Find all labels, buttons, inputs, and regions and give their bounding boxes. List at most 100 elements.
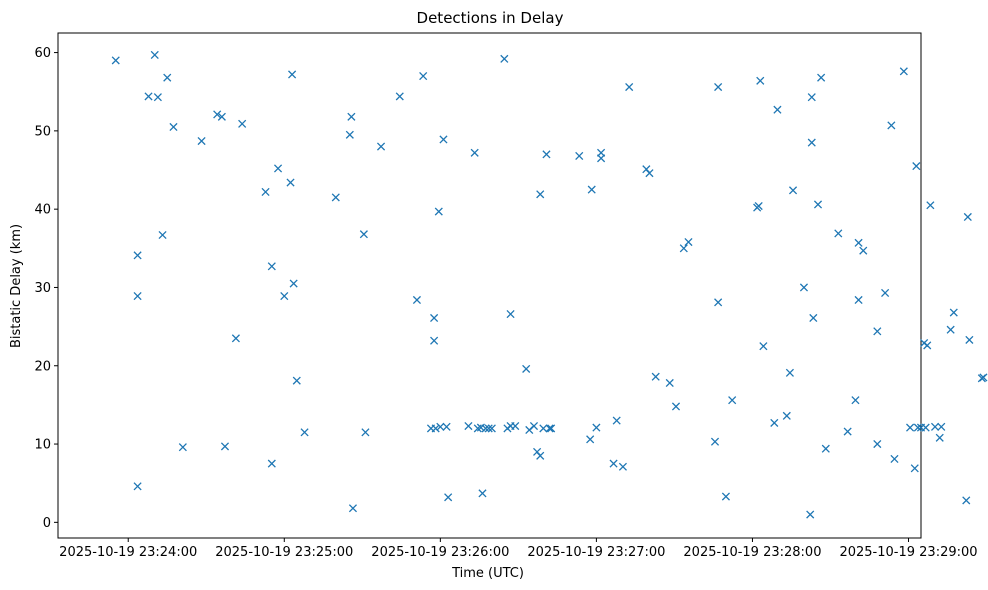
plot-area [57,32,922,539]
x-marker-icon [937,422,946,431]
x-marker-icon [536,190,545,199]
y-tick-label: 60 [34,46,51,61]
x-marker-icon [679,244,688,253]
x-marker-icon [419,72,428,81]
data-point-marker [288,70,297,79]
x-marker-icon [331,193,340,202]
x-marker-icon [217,112,226,121]
x-marker-icon [721,492,730,501]
x-marker-icon [220,442,230,451]
x-marker-icon [710,437,720,446]
data-point-marker [782,411,791,420]
data-point-marker [946,325,955,334]
x-marker-icon [231,334,240,343]
data-point-marker [133,292,142,301]
x-marker-icon [158,230,167,240]
data-point-marker [625,82,634,92]
x-marker-icon [612,416,621,425]
data-point-marker [807,93,816,102]
x-marker-icon [926,201,935,210]
x-marker-icon [163,73,172,82]
x-marker-icon [150,50,159,59]
data-point-marker [788,186,798,195]
x-marker-icon [478,489,487,498]
data-point-marker [536,451,545,460]
data-point-marker [144,92,153,101]
x-marker-icon [289,279,298,288]
x-marker-icon [935,433,944,442]
x-marker-icon [759,342,768,351]
data-point-marker [213,110,222,119]
x-marker-icon [273,164,283,173]
x-marker-icon [817,73,826,82]
x-marker-icon [213,110,222,119]
data-point-marker [439,135,448,144]
data-point-marker [345,130,354,139]
data-point-marker [809,313,818,323]
x-marker-icon [111,56,120,65]
data-point-marker [890,454,899,463]
data-point-marker [645,169,654,178]
data-point-marker [785,368,794,377]
x-marker-icon [545,424,554,433]
data-point-marker [470,148,479,157]
x-marker-icon [133,251,142,260]
x-marker-icon [288,70,297,79]
x-marker-icon [851,396,860,405]
y-tick-label: 10 [34,438,51,453]
x-marker-icon [412,295,421,305]
data-point-marker [412,295,421,305]
x-marker-icon [913,423,922,432]
x-marker-icon [912,162,921,171]
data-point-marker [714,298,723,307]
data-point-marker [759,342,768,351]
data-point-marker [150,50,159,59]
x-marker-icon [946,325,955,334]
x-marker-icon [609,459,618,468]
x-marker-icon [873,439,882,449]
x-marker-icon [881,288,890,297]
data-point-marker [506,310,515,319]
data-point-marker [913,423,922,432]
x-marker-icon [785,368,794,377]
x-marker-icon [261,187,270,196]
data-point-marker [220,442,230,451]
data-point-marker [770,418,779,427]
data-point-marker [799,283,809,292]
x-marker-icon [395,92,404,101]
x-marker-icon [665,378,674,388]
x-marker-icon [361,428,370,437]
data-point-marker [430,313,439,323]
data-point-marker [111,56,120,65]
x-tick-label: 2025-10-19 23:25:00 [215,545,353,560]
x-marker-icon [376,142,386,151]
data-point-marker [935,433,944,442]
x-marker-icon [910,464,919,473]
data-point-marker [710,437,720,446]
data-point-marker [949,308,958,317]
x-marker-icon [807,138,816,147]
x-marker-icon [292,376,301,385]
data-point-marker [587,185,596,194]
data-point-marker [937,422,946,431]
data-point-marker [261,187,270,196]
x-marker-icon [806,510,815,519]
data-point-marker [910,464,919,473]
x-marker-icon [487,424,496,433]
x-marker-icon [671,402,681,411]
data-point-marker [431,424,440,433]
x-marker-icon [854,295,863,305]
data-point-marker [487,424,496,433]
x-marker-icon [197,136,206,146]
data-point-marker [665,378,674,388]
data-point-marker [963,212,972,222]
data-point-marker [873,327,882,336]
x-axis: 2025-10-19 23:24:00 2025-10-19 23:25:00 20… [59,538,978,560]
x-marker-icon [430,336,439,345]
data-point-marker [597,154,606,163]
x-marker-icon [436,422,445,431]
data-point-marker [419,72,428,81]
x-marker-icon [651,372,660,381]
